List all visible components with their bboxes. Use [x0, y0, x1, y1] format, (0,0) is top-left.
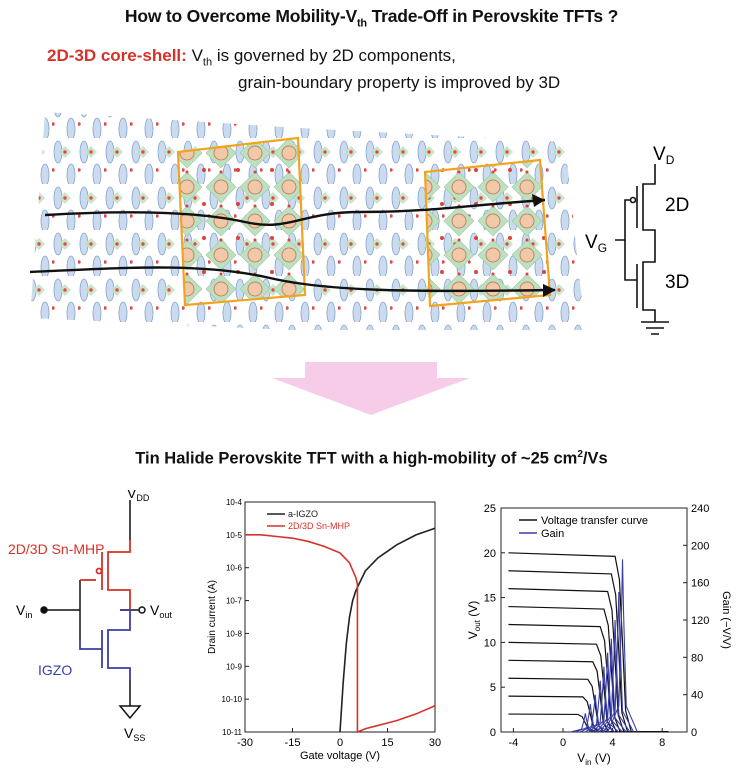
vtc-curve — [508, 713, 669, 733]
ptype-label: 2D/3D Sn-MHP — [8, 541, 104, 557]
gain-curve — [580, 694, 611, 733]
vg-label: VG — [585, 232, 607, 255]
gain-curve — [603, 591, 635, 733]
gain-curve — [607, 559, 638, 733]
transfer-chart: -30 -15 0 15 30 10-4 10-5 10-6 10-7 10-8 10-9 10-10… — [207, 498, 441, 762]
gain-curve — [599, 619, 631, 733]
page-title: How to Overcome Mobility-Vth Trade-Off i… — [124, 6, 619, 30]
core-shell-line-1: 2D-3D core-shell: Vth is governed by 2D … — [47, 46, 456, 69]
vtc-curve — [508, 623, 669, 733]
y-axis-label: Drain current (A) — [207, 580, 218, 654]
y2-tick-label: 0 — [691, 727, 697, 739]
y-tick-label: 10-6 — [226, 564, 243, 573]
gain-curve — [588, 666, 620, 733]
x-axis-label: Gate voltage (V) — [300, 750, 380, 762]
x-tick-label: 15 — [381, 737, 393, 749]
y-tick-label: 15 — [484, 593, 496, 605]
legend-label: a-IGZO — [288, 509, 318, 519]
x-tick-label: 4 — [610, 737, 616, 749]
y-tick-label: 10-5 — [226, 531, 243, 540]
y2-tick-label: 200 — [691, 540, 709, 552]
x-tick-label: -15 — [285, 737, 301, 749]
core-shell-label: 2D-3D core-shell — [47, 46, 182, 65]
carrier-path-upper — [44, 194, 546, 226]
x-tick-label: -30 — [237, 737, 253, 749]
x-tick-label: 30 — [429, 737, 441, 749]
inverter-circuit: VDD 2D/3D Sn-MHP Vin Vout IGZO VSS — [8, 490, 172, 743]
vss-label: VSS — [124, 725, 145, 743]
vtc-curve — [508, 588, 669, 733]
gain-curve — [592, 652, 623, 733]
core-shell-line-2: grain-boundary property is improved by 3… — [238, 73, 561, 92]
legend-label: Voltage transfer curve — [541, 515, 648, 527]
upper-2d-label: 2D — [665, 195, 689, 216]
y2-tick-label: 240 — [691, 503, 709, 515]
y-tick-label: 10-10 — [222, 695, 243, 704]
down-arrow — [272, 362, 470, 415]
section2-title: Tin Halide Perovskite TFT with a high-mo… — [135, 449, 608, 468]
ntype-transistor — [79, 609, 131, 680]
gain-curve — [596, 638, 627, 733]
y2-tick-label: 160 — [691, 578, 709, 590]
ntype-label: IGZO — [38, 662, 72, 678]
y-tick-label: 0 — [490, 727, 496, 739]
y2-tick-label: 120 — [691, 615, 709, 627]
vdd-label: VDD — [127, 490, 150, 503]
x-tick-label: -4 — [509, 737, 519, 749]
vout-label: Vout — [150, 602, 172, 620]
legend-label: Gain — [541, 528, 564, 540]
carrier-path-lower — [29, 266, 556, 297]
3d-grain-right — [423, 158, 552, 308]
y2-axis-label: Gain (−V/V) — [720, 591, 732, 649]
y-tick-label: 10 — [484, 637, 496, 649]
lower-3d-label: 3D — [665, 272, 689, 293]
series-line-sn-mhp — [245, 534, 436, 734]
y-tick-label: 10-8 — [226, 629, 243, 638]
y-tick-label: 10-11 — [222, 728, 242, 737]
y-axis-label: Vout (V) — [466, 601, 482, 639]
vtc-curve — [508, 641, 669, 733]
y-tick-label: 10-9 — [226, 662, 243, 671]
vtc-curve — [508, 570, 669, 733]
x-tick-label: 8 — [659, 737, 665, 749]
x-tick-label: 0 — [337, 737, 343, 749]
x-axis-label: Vin (V) — [577, 751, 611, 767]
top-circuit: VD 2D VG 3D — [585, 144, 689, 335]
vin-label: Vin — [16, 602, 32, 620]
x-tick-label: 0 — [560, 737, 566, 749]
y-tick-label: 10-7 — [226, 597, 243, 606]
gain-curve — [585, 680, 616, 733]
vtc-curve — [508, 605, 669, 733]
vd-label: VD — [653, 144, 675, 167]
y2-tick-label: 40 — [691, 690, 703, 702]
y2-tick-label: 80 — [691, 652, 703, 664]
series-line-igzo — [339, 527, 436, 733]
y-tick-label: 10-4 — [226, 498, 243, 507]
vtc-curve — [508, 552, 669, 733]
legend-label: 2D/3D Sn-MHP — [288, 521, 350, 531]
y-tick-label: 20 — [484, 548, 496, 560]
y-tick-label: 5 — [490, 682, 496, 694]
y-tick-label: 25 — [484, 503, 496, 515]
